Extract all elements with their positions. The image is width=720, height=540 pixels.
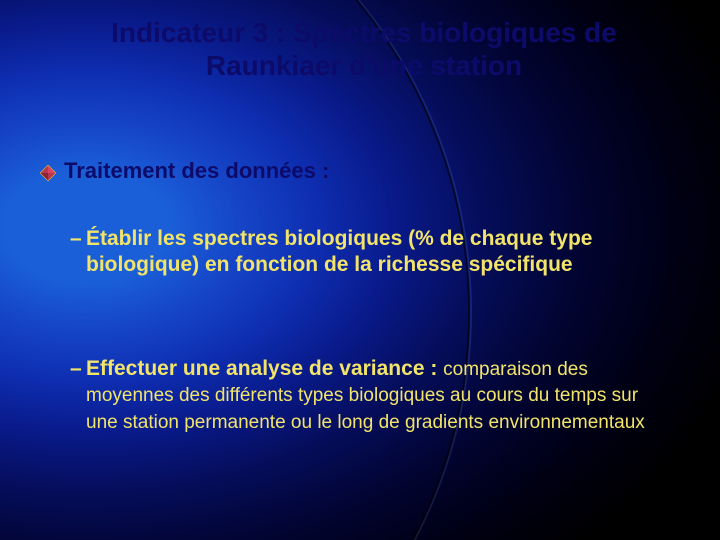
section-row: Traitement des données : (40, 158, 680, 184)
list-item: – Établir les spectres biologiques (% de… (70, 226, 672, 279)
list-item-text: Établir les spectres biologiques (% de c… (86, 226, 672, 279)
section-heading: Traitement des données : (40, 158, 680, 184)
list-item: – Effectuer une analyse de variance : co… (70, 356, 672, 435)
slide: Indicateur 3 : Spectres biologiques de R… (0, 0, 720, 540)
list-item-bold: Établir les spectres biologiques (% de c… (86, 227, 592, 276)
list-item-body: – Établir les spectres biologiques (% de… (70, 226, 672, 279)
list-item-bold: Effectuer une analyse de variance : (86, 357, 443, 380)
section-label: Traitement des données : (64, 158, 329, 184)
list-item-body: – Effectuer une analyse de variance : co… (70, 356, 672, 435)
list-item-text: Effectuer une analyse de variance : comp… (86, 356, 672, 435)
dash-bullet-icon: – (70, 356, 86, 382)
slide-title: Indicateur 3 : Spectres biologiques de R… (48, 16, 680, 82)
dash-bullet-icon: – (70, 226, 86, 252)
diamond-bullet-icon (40, 165, 56, 181)
